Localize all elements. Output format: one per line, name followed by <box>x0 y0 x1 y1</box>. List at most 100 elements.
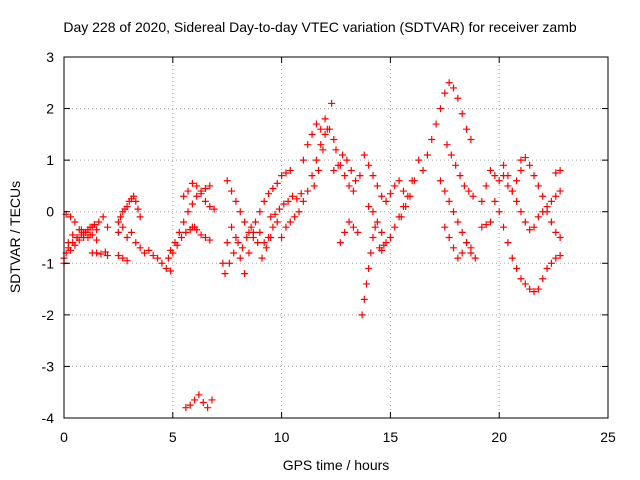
data-point <box>167 267 175 275</box>
data-point <box>149 252 157 260</box>
data-point <box>199 399 207 407</box>
series-trace-j <box>180 179 218 213</box>
data-point <box>339 151 347 159</box>
data-point <box>197 231 205 239</box>
data-point <box>369 208 377 216</box>
data-point <box>71 218 79 226</box>
data-point <box>197 190 205 198</box>
data-point <box>132 239 140 247</box>
data-point <box>201 197 209 205</box>
data-point <box>399 187 407 195</box>
data-point <box>299 156 307 164</box>
data-point <box>84 234 92 241</box>
data-point <box>491 197 499 205</box>
data-point <box>454 218 462 226</box>
data-point <box>445 234 453 241</box>
data-point <box>104 252 112 260</box>
data-point <box>90 221 98 229</box>
data-point <box>288 192 296 200</box>
y-tick-label: 1 <box>46 152 54 168</box>
data-point <box>552 192 560 200</box>
data-point <box>93 236 101 244</box>
data-point <box>386 234 394 241</box>
data-point <box>365 203 373 211</box>
data-point <box>188 200 196 208</box>
series-trace-e <box>114 223 175 275</box>
x-axis-label: GPS time / hours <box>283 457 390 473</box>
series-trace-g <box>114 252 131 265</box>
series-trace-n <box>221 218 281 278</box>
y-tick-label: -4 <box>42 410 55 426</box>
data-point <box>141 249 149 257</box>
data-point <box>465 187 473 195</box>
data-point <box>419 166 427 174</box>
data-point <box>193 226 201 234</box>
data-point <box>188 179 196 187</box>
data-point <box>530 172 538 180</box>
data-point <box>467 244 475 252</box>
data-point <box>262 244 270 252</box>
data-point <box>378 192 386 200</box>
data-point <box>321 115 329 123</box>
data-point <box>184 208 192 216</box>
data-point <box>513 264 521 272</box>
data-point <box>247 223 255 231</box>
data-point <box>556 187 564 195</box>
data-point <box>278 172 286 180</box>
data-point <box>463 239 471 247</box>
data-point <box>360 151 368 159</box>
y-axis-label: SDTVAR / TECUs <box>7 181 23 293</box>
data-point <box>556 166 564 174</box>
data-point <box>450 84 458 92</box>
data-point <box>93 249 101 257</box>
data-point <box>269 223 277 231</box>
data-point <box>378 246 386 254</box>
data-point <box>517 275 525 283</box>
data-point <box>297 190 305 198</box>
data-point <box>539 192 547 200</box>
data-point <box>382 197 390 205</box>
series-trace-v <box>336 218 362 247</box>
data-point <box>280 200 288 208</box>
data-point <box>312 156 320 164</box>
data-point <box>556 234 564 241</box>
data-point <box>256 228 264 236</box>
data-point <box>486 218 494 226</box>
data-point <box>365 161 373 169</box>
data-point <box>228 187 236 195</box>
y-tick-label: -2 <box>42 307 55 323</box>
data-point <box>67 213 75 221</box>
data-point <box>273 179 281 187</box>
data-point <box>75 236 83 244</box>
data-point <box>69 231 77 239</box>
data-point <box>193 192 201 200</box>
data-point <box>310 182 318 190</box>
data-point <box>234 239 242 247</box>
data-point <box>293 195 301 203</box>
data-point <box>282 169 290 177</box>
data-point <box>164 254 172 262</box>
data-point <box>521 154 529 162</box>
data-point <box>428 136 436 144</box>
data-point <box>286 166 294 174</box>
data-point <box>380 241 388 249</box>
data-point <box>547 197 555 205</box>
data-point <box>356 172 364 180</box>
data-point <box>206 182 214 190</box>
data-point <box>373 182 381 190</box>
series-trace-ab <box>419 79 475 174</box>
series-trace-ae <box>443 141 477 200</box>
data-point <box>508 187 516 195</box>
data-point <box>534 182 542 190</box>
data-point <box>436 177 444 185</box>
data-point <box>228 223 236 231</box>
series-trace-p <box>256 166 294 216</box>
y-tick-label: 3 <box>46 49 54 65</box>
data-point <box>104 223 112 231</box>
data-point <box>265 234 273 241</box>
data-point <box>534 285 542 293</box>
x-tick-labels: 0 5 10 15 20 25 <box>60 429 616 445</box>
data-point <box>460 182 468 190</box>
series-trace-q <box>267 190 305 221</box>
